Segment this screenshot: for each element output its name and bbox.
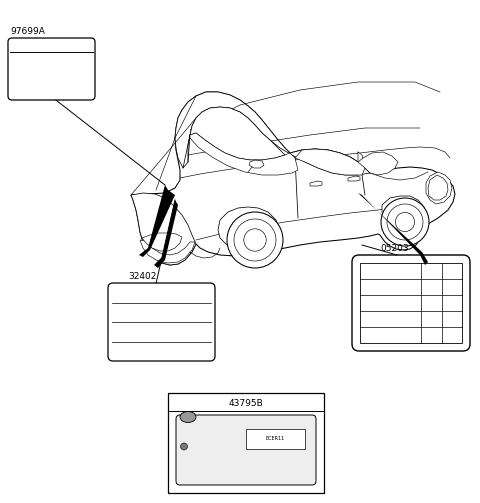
FancyBboxPatch shape <box>352 255 470 351</box>
Polygon shape <box>154 200 178 268</box>
Circle shape <box>381 198 429 246</box>
Polygon shape <box>218 207 280 250</box>
Text: 32402: 32402 <box>128 272 156 281</box>
Polygon shape <box>428 175 448 200</box>
Text: 43795B: 43795B <box>228 398 264 407</box>
Bar <box>246 429 305 449</box>
Text: 97699A: 97699A <box>10 27 45 36</box>
Polygon shape <box>140 240 195 263</box>
Polygon shape <box>358 152 398 175</box>
Circle shape <box>227 212 283 268</box>
Polygon shape <box>310 181 322 186</box>
Polygon shape <box>142 233 182 251</box>
Polygon shape <box>131 92 455 266</box>
Polygon shape <box>139 185 175 257</box>
Bar <box>360 263 462 343</box>
Polygon shape <box>358 193 428 265</box>
Bar <box>168 393 324 493</box>
Polygon shape <box>295 149 365 175</box>
Circle shape <box>180 443 188 450</box>
Polygon shape <box>175 92 370 175</box>
Text: ECER11: ECER11 <box>266 436 285 441</box>
FancyBboxPatch shape <box>176 415 316 485</box>
FancyBboxPatch shape <box>8 38 95 100</box>
Ellipse shape <box>180 411 196 423</box>
Polygon shape <box>190 133 298 175</box>
Polygon shape <box>249 160 264 168</box>
FancyBboxPatch shape <box>108 283 215 361</box>
Polygon shape <box>348 176 360 181</box>
Polygon shape <box>131 193 196 265</box>
Polygon shape <box>190 107 285 160</box>
Text: 05203: 05203 <box>380 244 408 253</box>
Polygon shape <box>426 172 452 204</box>
Polygon shape <box>382 196 426 235</box>
